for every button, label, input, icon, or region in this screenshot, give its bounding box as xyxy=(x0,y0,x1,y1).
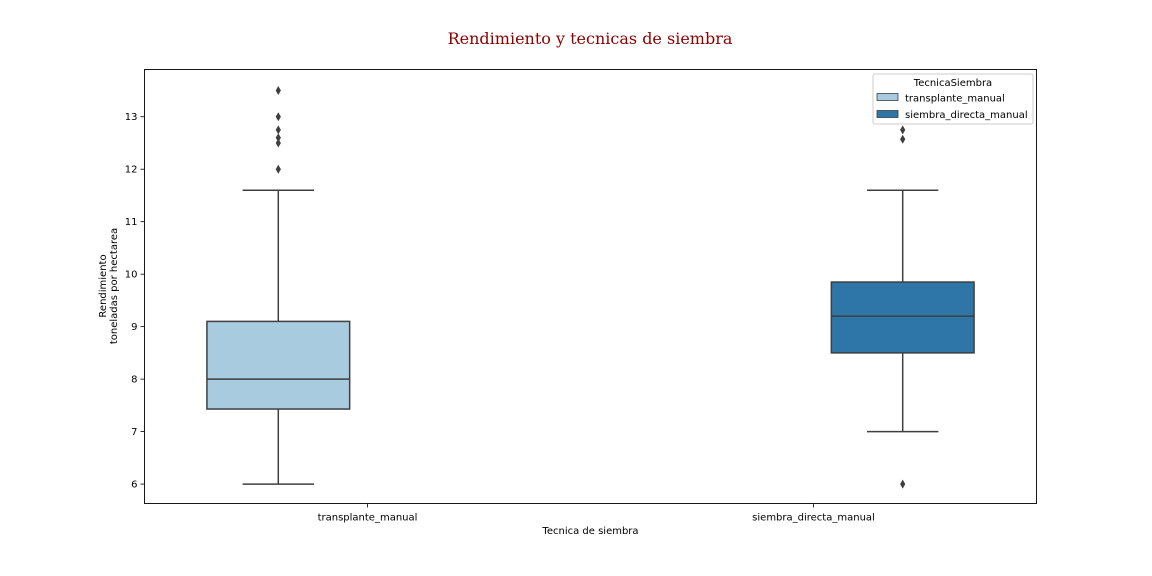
y-tick-label-6: 6 xyxy=(131,480,137,491)
legend-swatch-transplante-manual xyxy=(876,93,899,101)
legend-swatch-siembra-directa-manual xyxy=(876,110,899,118)
chart-title: Rendimiento y tecnicas de siembra xyxy=(448,29,733,48)
y-axis-label: Rendimiento toneladas por hectarea xyxy=(98,228,120,344)
outlier-siembra-directa-manual-2 xyxy=(900,125,906,135)
outlier-transplante-manual-0 xyxy=(275,164,281,174)
outlier-siembra-directa-manual-1 xyxy=(900,134,906,144)
plot-frame xyxy=(144,69,1037,504)
outlier-transplante-manual-1 xyxy=(275,138,281,148)
legend: TecnicaSiembra transplante_manual siembr… xyxy=(872,73,1034,125)
legend-frame xyxy=(872,73,1034,125)
x-tick-label-siembra_directa_manual: siembra_directa_manual xyxy=(752,513,875,524)
y-tick-label-7: 7 xyxy=(131,427,137,438)
outlier-transplante-manual-5 xyxy=(275,85,281,95)
box-siembra-directa-manual xyxy=(830,281,975,354)
y-tick-label-11: 11 xyxy=(125,217,138,228)
outlier-transplante-manual-2 xyxy=(275,133,281,143)
y-axis-label-line-2: toneladas por hectarea xyxy=(109,228,120,344)
y-axis-label-line-1: Rendimiento xyxy=(98,254,109,317)
x-axis-label: Tecnica de siembra xyxy=(541,526,638,537)
y-tick-label-13: 13 xyxy=(125,112,138,123)
outlier-transplante-manual-3 xyxy=(275,125,281,135)
legend-entry-transplante-manual: transplante_manual xyxy=(905,94,1005,105)
outlier-siembra-directa-manual-0 xyxy=(900,479,906,489)
y-tick-label-10: 10 xyxy=(125,270,138,281)
y-tick-label-8: 8 xyxy=(131,375,137,386)
x-tick-label-transplante_manual: transplante_manual xyxy=(318,513,418,524)
legend-title: TecnicaSiembra xyxy=(913,78,992,89)
legend-entry-siembra-directa-manual: siembra_directa_manual xyxy=(905,110,1028,121)
outlier-transplante-manual-4 xyxy=(275,112,281,122)
box-transplante-manual xyxy=(206,320,351,410)
y-tick-label-12: 12 xyxy=(125,165,138,176)
y-tick-label-9: 9 xyxy=(131,322,137,333)
plot-area: 6 7 8 9 10 11 12 13 transplante_manual siembra_di… xyxy=(125,85,975,524)
